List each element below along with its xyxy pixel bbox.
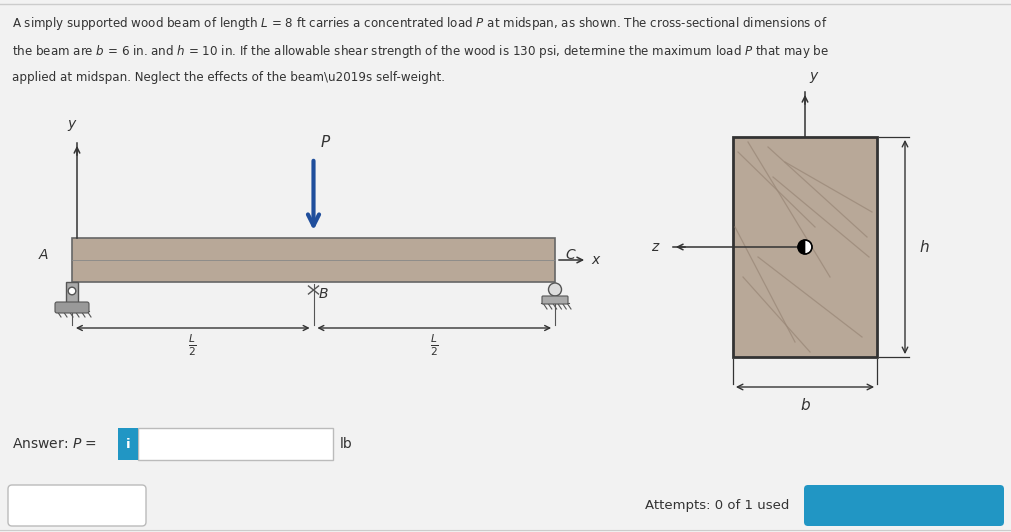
Text: $h$: $h$: [918, 239, 929, 255]
Text: $y$: $y$: [67, 118, 77, 133]
Circle shape: [68, 287, 76, 295]
Text: the beam are $b$ = 6 in. and $h$ = 10 in. If the allowable shear strength of the: the beam are $b$ = 6 in. and $h$ = 10 in…: [12, 43, 828, 60]
Text: A simply supported wood beam of length $L$ = 8 ft carries a concentrated load $P: A simply supported wood beam of length $…: [12, 15, 827, 32]
Polygon shape: [732, 137, 877, 357]
Text: $y$: $y$: [808, 70, 819, 85]
FancyBboxPatch shape: [55, 302, 89, 313]
Wedge shape: [798, 240, 804, 254]
Text: $\frac{L}{2}$: $\frac{L}{2}$: [188, 332, 197, 358]
Text: $B$: $B$: [318, 287, 329, 301]
Text: Submit Answer: Submit Answer: [846, 499, 959, 512]
Wedge shape: [804, 240, 811, 254]
FancyBboxPatch shape: [8, 485, 146, 526]
Text: $x$: $x$: [590, 253, 602, 267]
Text: $C$: $C$: [564, 248, 576, 262]
Text: Answer: $P$ =: Answer: $P$ =: [12, 437, 97, 451]
Polygon shape: [72, 238, 554, 282]
Text: applied at midspan. Neglect the effects of the beam\u2019s self-weight.: applied at midspan. Neglect the effects …: [12, 71, 445, 84]
Text: $b$: $b$: [799, 397, 810, 413]
FancyBboxPatch shape: [118, 428, 137, 460]
Text: i: i: [125, 437, 130, 451]
Polygon shape: [66, 282, 79, 304]
Circle shape: [548, 283, 561, 296]
Text: lb: lb: [340, 437, 353, 451]
Text: $\frac{L}{2}$: $\frac{L}{2}$: [430, 332, 438, 358]
Text: Attempts: 0 of 1 used: Attempts: 0 of 1 used: [644, 499, 789, 512]
FancyBboxPatch shape: [542, 296, 567, 304]
FancyBboxPatch shape: [803, 485, 1003, 526]
Text: $P$: $P$: [319, 134, 331, 150]
Text: $A$: $A$: [37, 248, 49, 262]
Text: $z$: $z$: [651, 240, 660, 254]
FancyBboxPatch shape: [137, 428, 333, 460]
Text: Save for Later: Save for Later: [33, 499, 120, 512]
